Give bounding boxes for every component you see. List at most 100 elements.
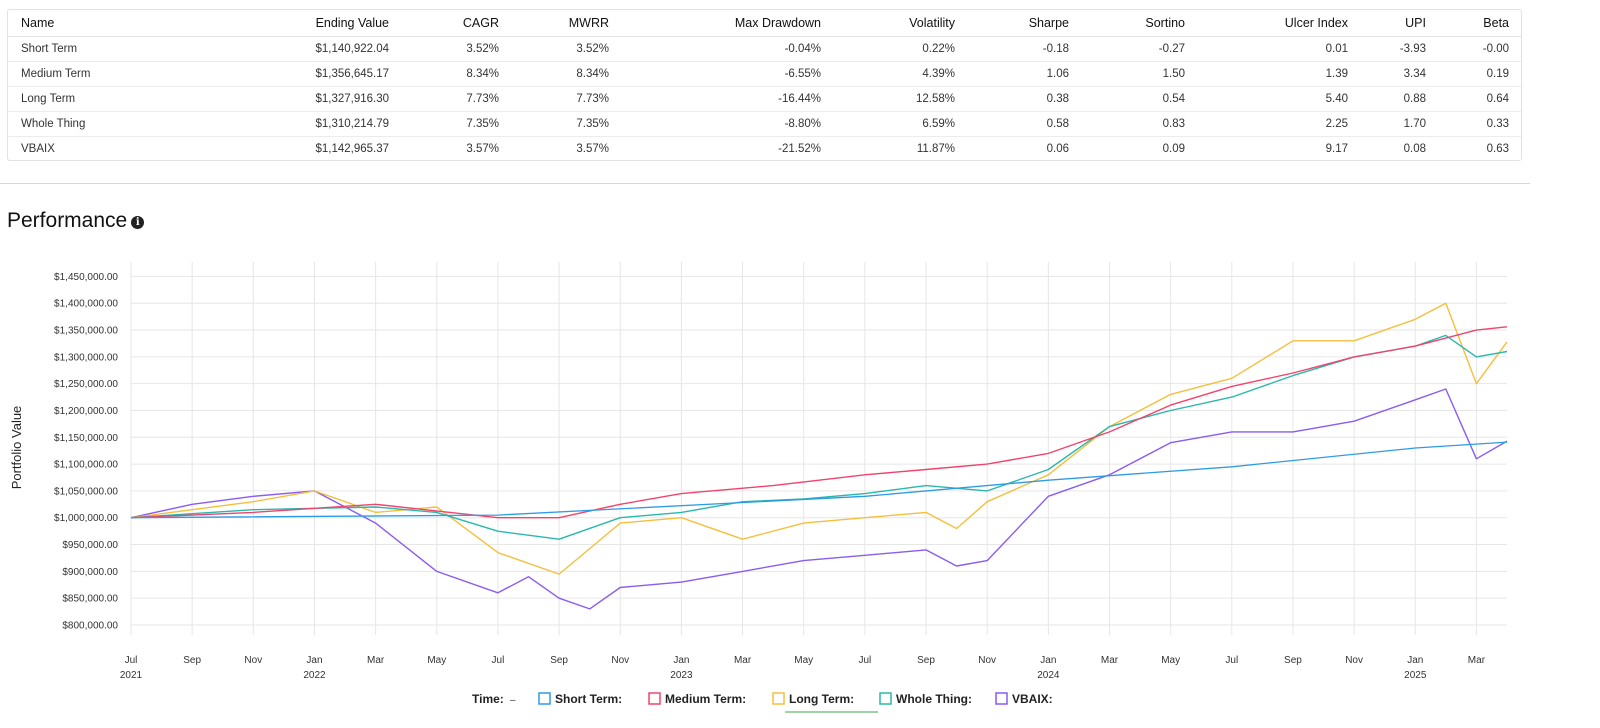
section-title: Performance — [7, 209, 128, 232]
table-cell: 8.34% — [513, 61, 623, 87]
x-tick-label: Mar — [1468, 655, 1486, 666]
x-tick-label: May — [1161, 655, 1180, 666]
y-tick-label: $1,000,000.00 — [54, 513, 118, 524]
table-cell: 0.09 — [1162, 142, 1185, 155]
table-cell: 3.52% — [513, 36, 623, 62]
column-header[interactable]: UPI — [1362, 10, 1440, 37]
legend-time-label: Time: — [472, 692, 504, 706]
legend-item-label[interactable]: Medium Term: — [665, 692, 746, 706]
table-body: Short Term $1,140,922.04 3.52% 3.52% -0.04% 0… — [8, 36, 1521, 160]
legend-swatch[interactable] — [538, 692, 551, 705]
table-cell: 0.54 — [1083, 86, 1199, 112]
y-tick-label: $1,150,000.00 — [54, 433, 118, 444]
legend-item-label[interactable]: VBAIX: — [1012, 692, 1053, 706]
table-cell: 12.58% — [835, 86, 969, 112]
x-tick-label: Mar — [734, 655, 752, 666]
table-cell: 0.33 — [1440, 111, 1521, 137]
table-cell: -0.04% — [623, 36, 835, 62]
table-cell: -0.27 — [1083, 36, 1199, 62]
table-cell: 3.57% — [466, 142, 499, 155]
series-line-short-term[interactable] — [130, 441, 1508, 519]
legend-swatch[interactable] — [648, 692, 661, 705]
y-tick-label: $1,350,000.00 — [54, 326, 118, 337]
performance-chart[interactable]: $800,000.00 $850,000.00 $900,000.00 $950,00… — [0, 240, 1600, 728]
legend-item-label[interactable]: Whole Thing: — [896, 692, 972, 706]
table-cell: 3.57% — [576, 142, 609, 155]
x-tick-label: Jul — [125, 655, 138, 666]
legend-item-label[interactable]: Short Term: — [555, 692, 622, 706]
y-tick-label: $1,050,000.00 — [54, 486, 118, 497]
table-row: Medium Term $1,356,645.17 8.34% 8.34% -6.55%… — [8, 61, 1521, 87]
column-header[interactable]: Max Drawdown — [623, 10, 835, 37]
x-tick-label: Nov — [611, 655, 629, 666]
column-header[interactable]: Ulcer Index — [1199, 10, 1362, 37]
x-tick-label: Jan — [1407, 655, 1423, 666]
legend-swatch[interactable] — [879, 692, 892, 705]
table-row: Long Term $1,327,916.30 7.73% 7.73% -16.44% 1… — [8, 86, 1521, 112]
table-cell: 1.06 — [969, 61, 1083, 87]
row-name-cell: Long Term — [8, 86, 168, 112]
series-line-medium-term[interactable] — [130, 326, 1508, 519]
table-row: Whole Thing $1,310,214.79 7.35% 7.35% -8.80%… — [8, 111, 1521, 137]
series-line-vbaix[interactable] — [130, 388, 1508, 610]
table-cell: 0.06 — [1046, 142, 1069, 155]
table-cell: 3.52% — [403, 36, 513, 62]
table-cell: -16.44% — [623, 86, 835, 112]
table-cell: 6.59% — [835, 111, 969, 137]
table-cell: 1.39 — [1199, 61, 1362, 87]
column-header[interactable]: Beta — [1440, 10, 1521, 37]
x-tick-year: 2022 — [303, 670, 326, 681]
table-cell: 7.73% — [403, 86, 513, 112]
table-cell: 0.22% — [835, 36, 969, 62]
x-tick-label: Mar — [1101, 655, 1119, 666]
legend-time-value: – — [510, 695, 516, 706]
column-header[interactable]: Ending Value — [168, 10, 403, 37]
column-header[interactable]: CAGR — [403, 10, 513, 37]
y-tick-label: $1,400,000.00 — [54, 299, 118, 310]
table-cell: 11.87% — [916, 142, 955, 155]
table-row: Short Term $1,140,922.04 3.52% 3.52% -0.04% 0… — [8, 36, 1521, 62]
x-tick-label: Jan — [306, 655, 322, 666]
column-header[interactable]: Volatility — [835, 10, 969, 37]
table-cell: 1.50 — [1083, 61, 1199, 87]
table-cell: $1,327,916.30 — [168, 86, 403, 112]
legend-swatch[interactable] — [995, 692, 1008, 705]
table-cell: $1,140,922.04 — [168, 36, 403, 62]
series-line-long-term[interactable] — [130, 302, 1508, 575]
table-cell: $1,356,645.17 — [168, 61, 403, 87]
y-tick-label: $1,250,000.00 — [54, 379, 118, 390]
table-cell: 3.34 — [1362, 61, 1440, 87]
table-cell: -0.00 — [1440, 36, 1521, 62]
table-cell: 2.25 — [1199, 111, 1362, 137]
x-tick-label: Jan — [673, 655, 689, 666]
table-cell: 0.01 — [1199, 36, 1362, 62]
table-cell: -6.55% — [623, 61, 835, 87]
x-tick-label: Nov — [1345, 655, 1363, 666]
x-tick-label: May — [427, 655, 446, 666]
x-tick-year: 2021 — [120, 670, 143, 681]
column-header[interactable]: MWRR — [513, 10, 623, 37]
row-name-cell: Short Term — [8, 36, 168, 62]
table-row: VBAIX $1,142,965.37 3.57% 3.57% -21.52% 11.87… — [8, 136, 1521, 160]
x-tick-label: Jan — [1040, 655, 1056, 666]
column-header[interactable]: Sharpe — [969, 10, 1083, 37]
table-cell: $1,310,214.79 — [168, 111, 403, 137]
legend-item-label[interactable]: Long Term: — [789, 692, 854, 706]
y-tick-label: $1,300,000.00 — [54, 352, 118, 363]
y-tick-label: $1,100,000.00 — [54, 460, 118, 471]
table-cell: 9.17 — [1325, 142, 1348, 155]
table-cell: 0.83 — [1083, 111, 1199, 137]
info-icon[interactable]: i — [131, 215, 145, 229]
table-header-row: Name Ending Value CAGR MWRR Max Drawdown Vola… — [8, 10, 1521, 37]
metrics-table: Name Ending Value CAGR MWRR Max Drawdown Vola… — [8, 10, 1521, 160]
section-divider — [0, 183, 1530, 184]
column-header[interactable]: Sortino — [1083, 10, 1199, 37]
legend-swatch[interactable] — [772, 692, 785, 705]
table-cell: 4.39% — [835, 61, 969, 87]
column-header[interactable]: Name — [8, 10, 168, 37]
row-name-cell: Medium Term — [8, 61, 168, 87]
x-tick-label: Jul — [1225, 655, 1238, 666]
table-cell: 1.70 — [1362, 111, 1440, 137]
table-cell: $1,142,965.37 — [315, 142, 389, 155]
x-tick-label: Sep — [917, 655, 935, 666]
